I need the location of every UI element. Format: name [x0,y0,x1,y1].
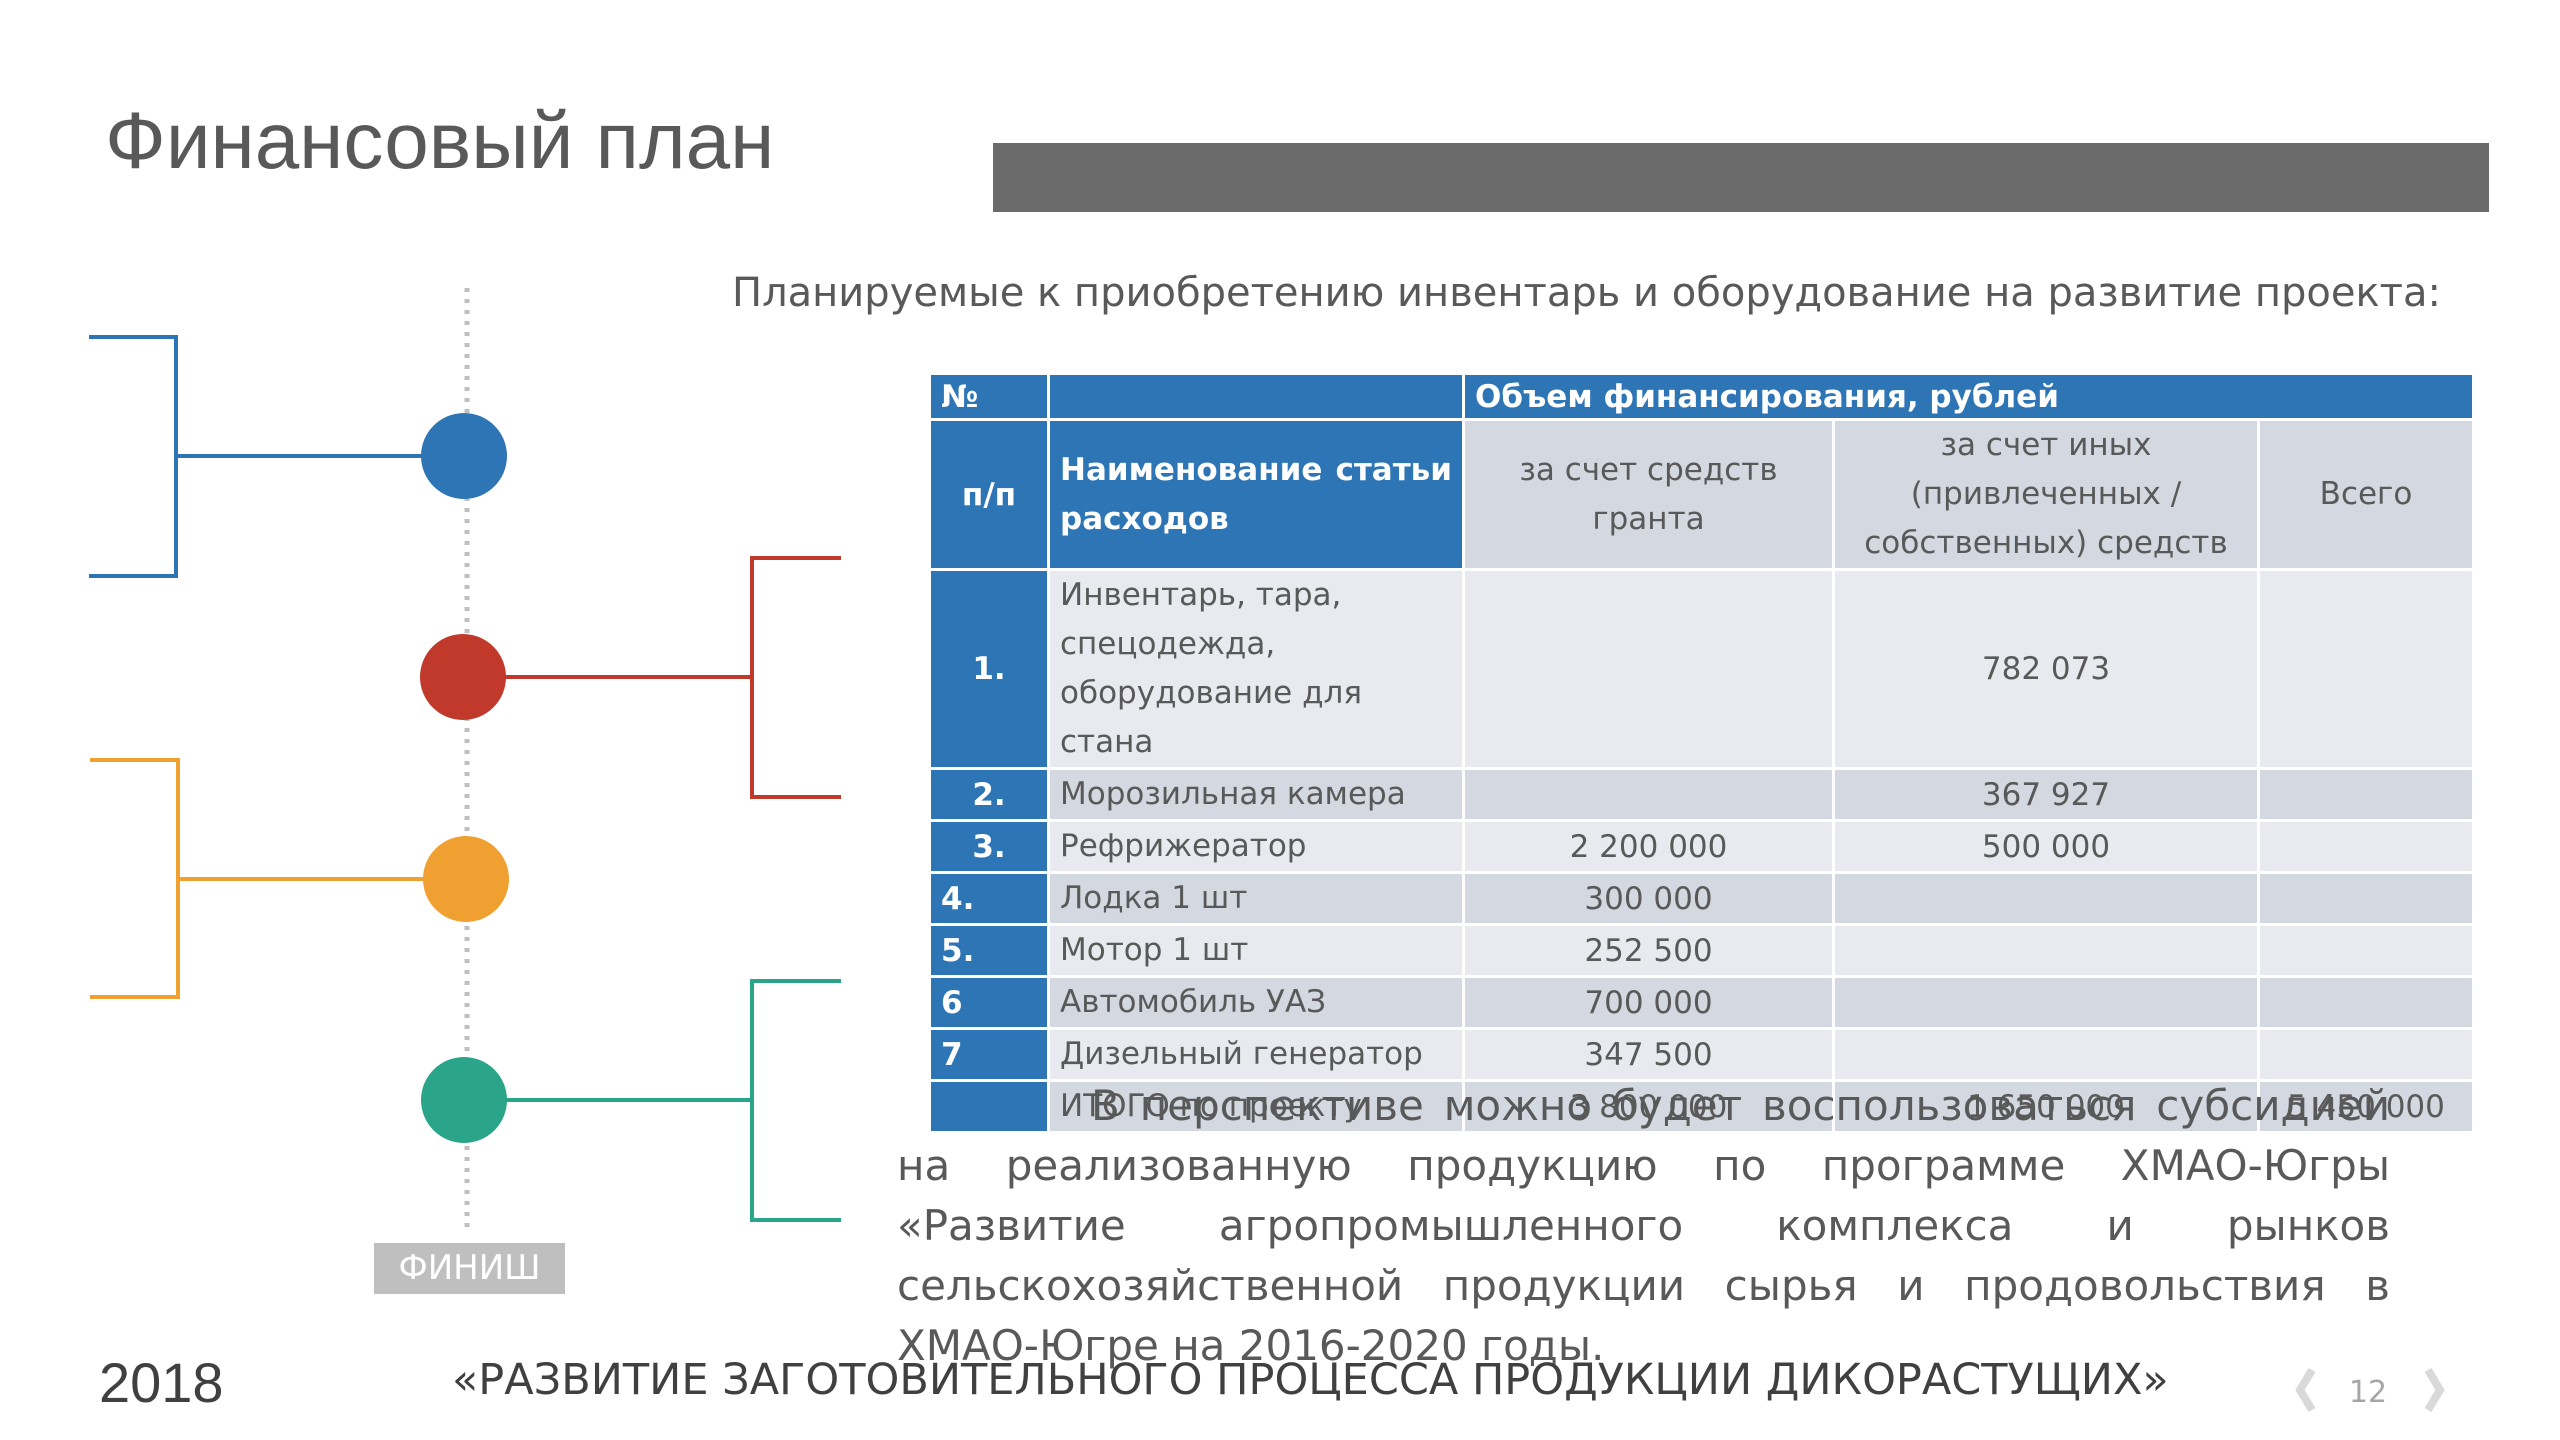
title-bar [993,143,2489,212]
amount-cell: 3 800 000 [1462,1079,1835,1134]
amount-cell: 500 000 [1832,819,2260,874]
amount-cell: 5 450 000 [2257,1079,2475,1134]
table-row: 7 Дизельный генератор 347 500 [928,1027,2475,1082]
amount-cell [1832,923,2260,978]
finish-label: ФИНИШ [374,1243,565,1294]
table-row: 5. Мотор 1 шт 252 500 [928,923,2475,978]
header-cell: Наименование статьи расходов [1047,418,1465,571]
amount-cell: 252 500 [1462,923,1835,978]
milestone [423,836,509,922]
amount-cell: 1 650 000 [1832,1079,2260,1134]
amount-cell [2257,975,2475,1030]
table-body: № Объем финансирования, рублей п/п Наиме… [928,372,2475,1134]
amount-cell [1462,568,1835,770]
table-row: 3. Рефрижератор 2 200 000 500 000 [928,819,2475,874]
row-number: 2. [928,767,1050,822]
header-cell: № [928,372,1050,421]
amount-cell [1832,871,2260,926]
item-name: Мотор 1 шт [1047,923,1465,978]
next-arrow[interactable] [2424,1367,2445,1413]
amount-cell [2257,923,2475,978]
item-name: Морозильная камера [1047,767,1465,822]
item-name: ИТОГО по проекту [1047,1079,1465,1134]
row-number: 3. [928,819,1050,874]
table-row: ИТОГО по проекту 3 800 000 1 650 000 5 450 … [928,1079,2475,1134]
header-cell: Всего [2257,418,2475,571]
row-number: 4. [928,871,1050,926]
amount-cell: 782 073 [1832,568,2260,770]
item-name: Дизельный генератор [1047,1027,1465,1082]
amount-cell: 700 000 [1462,975,1835,1030]
table-row: 6 Автомобиль УАЗ 700 000 [928,975,2475,1030]
footer-year: 2018 [99,1351,224,1414]
amount-cell [2257,871,2475,926]
bracket [750,979,841,1222]
row-number: 1. [928,568,1050,770]
amount-cell: 2 200 000 [1462,819,1835,874]
table-row: 1. Инвентарь, тара, спецодежда, оборудова… [928,568,2475,770]
item-name: Инвентарь, тара, спецодежда, оборудовани… [1047,568,1465,770]
pager [2295,1367,2445,1413]
header-row: п/п Наименование статьи расходов за счет… [928,418,2475,571]
amount-cell [2257,1027,2475,1082]
header-row: № Объем финансирования, рублей [928,372,2475,421]
item-name: Рефрижератор [1047,819,1465,874]
amount-cell: 367 927 [1832,767,2260,822]
bracket [89,335,178,578]
slide-title: Финансовый план [105,96,775,185]
amount-cell [1462,767,1835,822]
finance-table: № Объем финансирования, рублей п/п Наиме… [928,372,2475,1134]
row-number: 5. [928,923,1050,978]
milestone [420,634,506,720]
header-cell [1047,372,1465,421]
row-number [928,1079,1050,1134]
header-cell: Объем финансирования, рублей [1462,372,2475,421]
amount-cell: 300 000 [1462,871,1835,926]
bracket [90,758,180,999]
subtitle: Планируемые к приобретению инвентарь и о… [732,270,2441,316]
item-name: Автомобиль УАЗ [1047,975,1465,1030]
amount-cell [1832,975,2260,1030]
amount-cell [1832,1027,2260,1082]
milestone [421,413,507,499]
page-number: 12 [2348,1375,2388,1410]
header-cell: за счет иных (привлеченных / собственных… [1832,418,2260,571]
footer-project: «РАЗВИТИЕ ЗАГОТОВИТЕЛЬНОГО ПРОЦЕССА ПРОД… [452,1355,2169,1405]
row-number: 6 [928,975,1050,1030]
header-cell: п/п [928,418,1050,571]
prev-arrow[interactable] [2295,1367,2316,1413]
table-row: 2. Морозильная камера 367 927 [928,767,2475,822]
amount-cell [2257,568,2475,770]
amount-cell [2257,819,2475,874]
note: В перспективе можно будет воспользоватьс… [897,1081,2390,1370]
timeline [89,288,841,1234]
item-name: Лодка 1 шт [1047,871,1465,926]
amount-cell: 347 500 [1462,1027,1835,1082]
amount-cell [2257,767,2475,822]
milestone [421,1057,507,1143]
bracket [750,556,841,799]
table-row: 4. Лодка 1 шт 300 000 [928,871,2475,926]
header-cell: за счет средств гранта [1462,418,1835,571]
row-number: 7 [928,1027,1050,1082]
